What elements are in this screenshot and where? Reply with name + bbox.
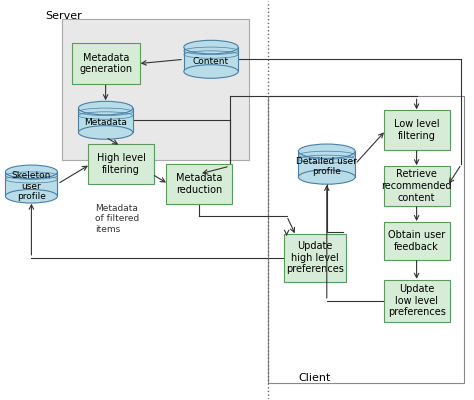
FancyBboxPatch shape [184,47,238,72]
Text: Content: Content [193,57,229,66]
Ellipse shape [299,170,355,184]
FancyBboxPatch shape [383,166,450,206]
Ellipse shape [299,144,355,158]
Text: Update
high level
preferences: Update high level preferences [286,241,344,274]
FancyBboxPatch shape [284,234,346,282]
Ellipse shape [184,65,238,78]
Text: Metadata: Metadata [84,118,127,127]
FancyBboxPatch shape [78,108,133,132]
Text: High level
filtering: High level filtering [97,153,146,175]
Ellipse shape [184,40,238,54]
Ellipse shape [78,126,133,139]
FancyBboxPatch shape [383,222,450,260]
Text: Server: Server [46,11,82,21]
Ellipse shape [5,190,57,203]
Text: Retrieve
recommended
content: Retrieve recommended content [382,170,452,203]
FancyBboxPatch shape [88,144,155,184]
FancyBboxPatch shape [62,19,249,160]
FancyBboxPatch shape [72,42,140,84]
Text: Detailed user
profile: Detailed user profile [296,156,357,176]
FancyBboxPatch shape [166,164,232,204]
Text: Metadata
generation: Metadata generation [79,53,132,74]
FancyBboxPatch shape [299,151,355,177]
FancyBboxPatch shape [383,110,450,150]
Text: Metadata
reduction: Metadata reduction [176,173,222,195]
Text: Metadata
of filtered
items: Metadata of filtered items [95,204,139,234]
Text: Update
low level
preferences: Update low level preferences [388,284,446,317]
Text: Low level
filtering: Low level filtering [394,120,439,141]
Text: Client: Client [299,373,331,383]
Text: Obtain user
feedback: Obtain user feedback [388,230,445,252]
FancyBboxPatch shape [383,280,450,322]
Ellipse shape [5,165,57,179]
Text: Skeleton
user
profile: Skeleton user profile [12,171,51,201]
Ellipse shape [78,101,133,115]
FancyBboxPatch shape [5,172,57,196]
